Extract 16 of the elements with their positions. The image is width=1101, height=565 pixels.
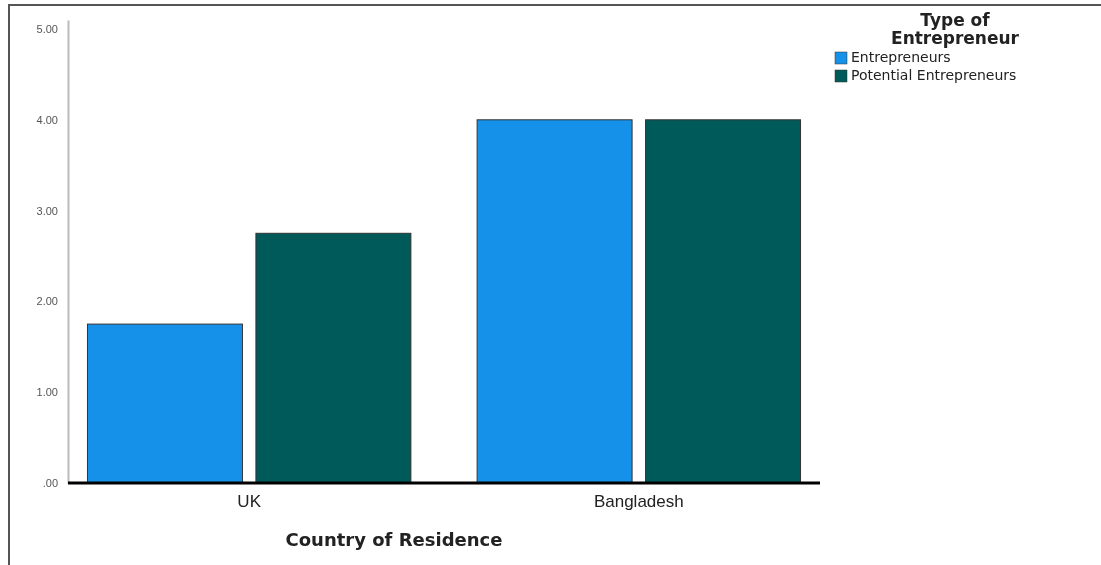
- legend-title: Type of Entrepreneur: [891, 10, 1020, 48]
- bar: [476, 119, 633, 484]
- y-tick-label: 4.00: [36, 113, 58, 126]
- y-tick-label: .00: [42, 477, 58, 490]
- bar: [255, 232, 412, 484]
- x-tick-label: Bangladesh: [593, 492, 684, 512]
- legend-label: Entrepreneurs: [851, 49, 951, 65]
- y-tick-label: 2.00: [36, 295, 58, 308]
- x-axis-title: Country of Residence: [285, 529, 503, 550]
- y-tick-label: 1.00: [36, 386, 58, 399]
- y-tick-label: 5.00: [36, 23, 58, 36]
- y-tick-label: 3.00: [36, 204, 58, 217]
- x-tick-label: UK: [237, 492, 262, 512]
- bar: [645, 119, 802, 484]
- bar: [86, 323, 243, 484]
- legend-label: Potential Entrepreneurs: [851, 67, 1017, 83]
